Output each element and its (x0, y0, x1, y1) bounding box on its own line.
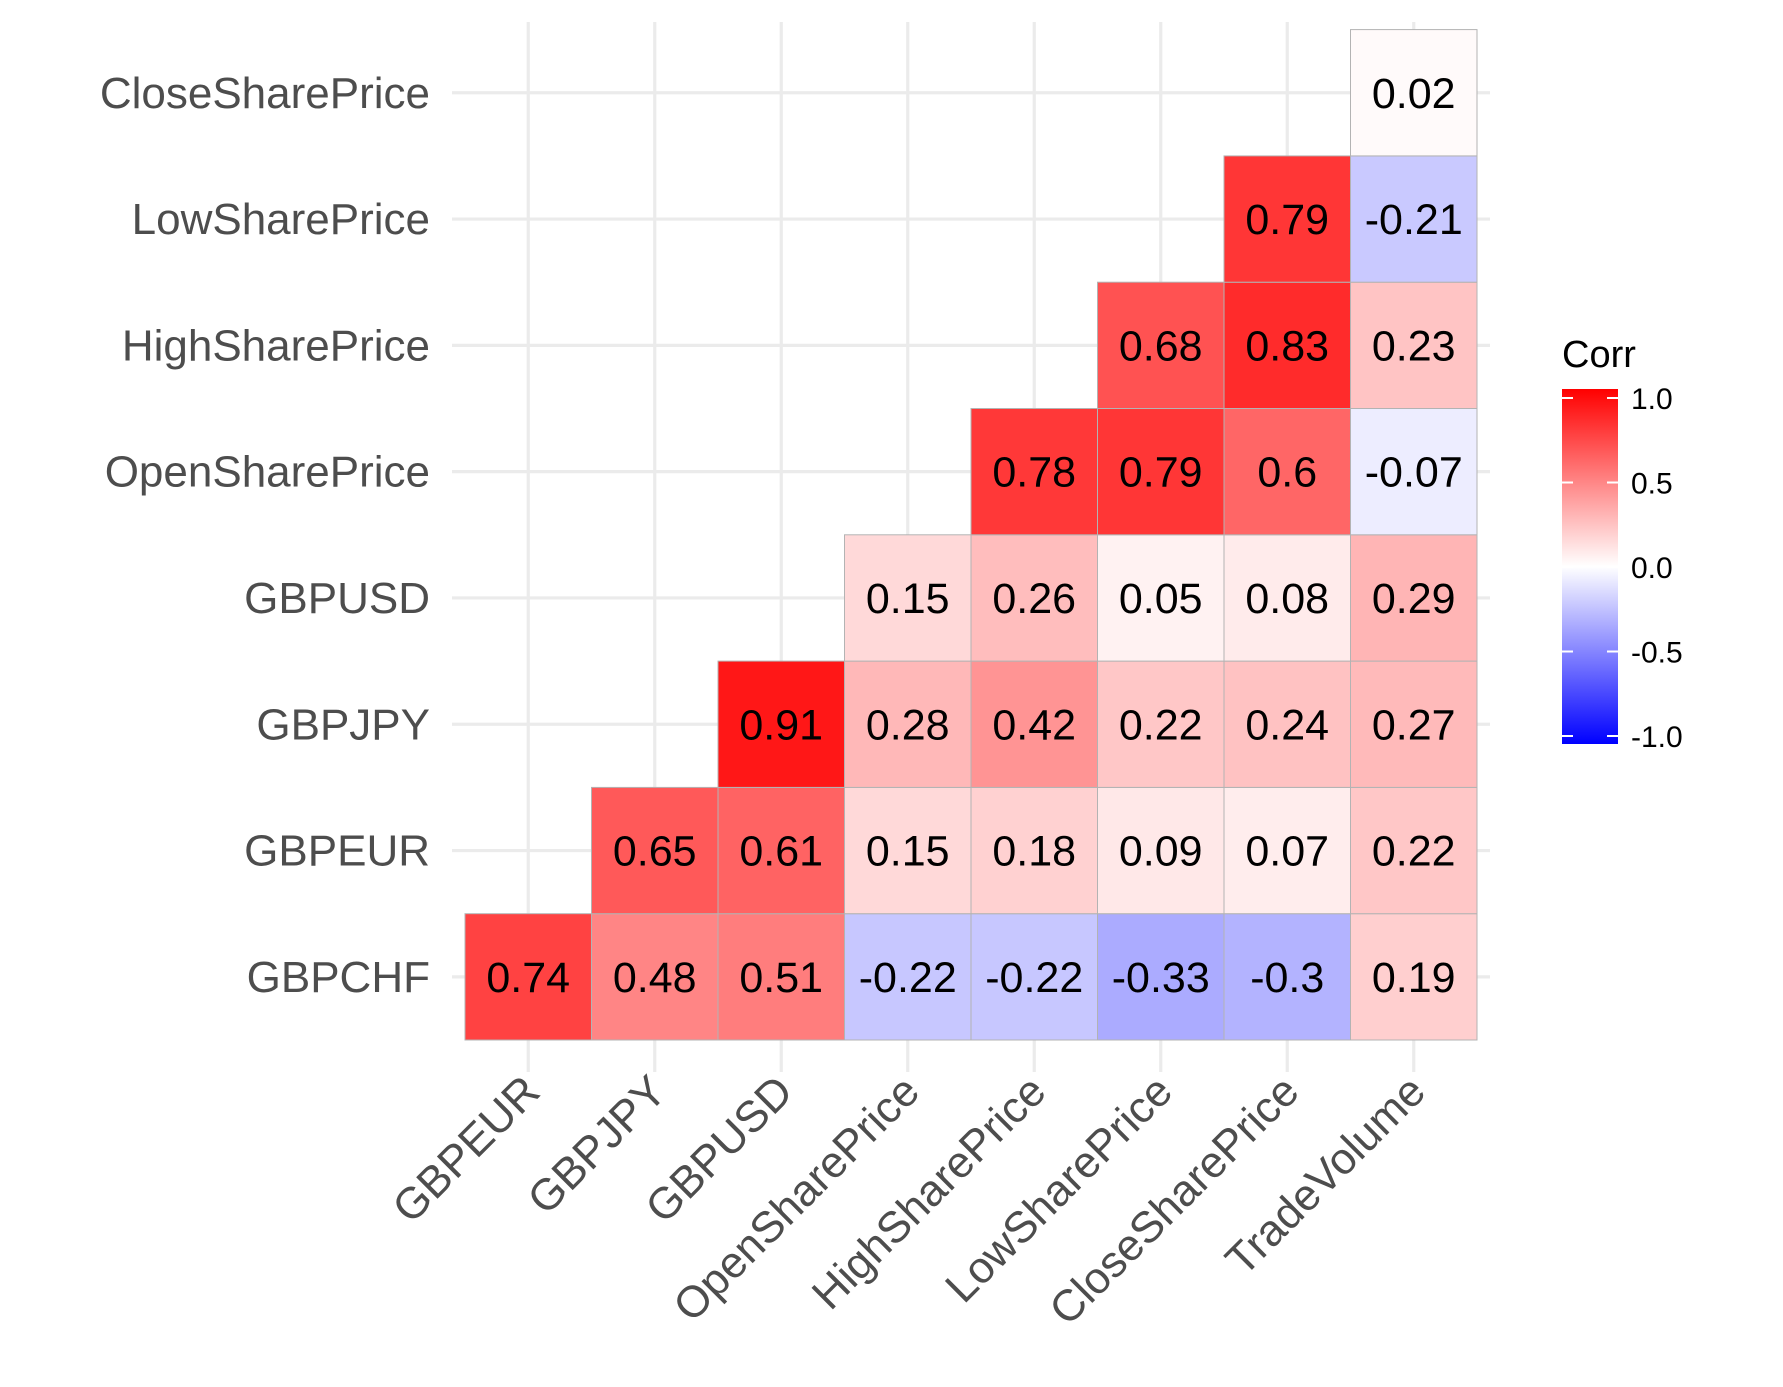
heatmap-cell (591, 913, 719, 1041)
x-tick-label: HighSharePrice (803, 1066, 1056, 1319)
x-axis-tick-labels: GBPEURGBPJPYGBPUSDOpenSharePriceHighShar… (383, 1066, 1435, 1334)
y-tick-label: HighSharePrice (122, 321, 430, 370)
legend-tick-label: -0.5 (1631, 637, 1683, 670)
heatmap-cell (1350, 786, 1478, 915)
heatmap-cell (1223, 660, 1351, 788)
cell-value-label: 0.74 (486, 954, 570, 1002)
cell-value-label: 0.79 (1245, 196, 1329, 244)
cell-value-label: 0.29 (1372, 575, 1456, 623)
cell-value-label: 0.15 (866, 575, 950, 623)
heatmap-cell (591, 786, 719, 915)
cell-value-label: 0.51 (739, 954, 823, 1002)
heatmap-cell (717, 913, 845, 1041)
heatmap-cell (717, 786, 845, 915)
cell-value-label: 0.07 (1245, 828, 1329, 876)
cell-value-label: 0.19 (1372, 954, 1456, 1002)
cell-value-label: 0.28 (866, 701, 950, 749)
x-tick-label: GBPEUR (383, 1066, 549, 1232)
cell-value-label: 0.83 (1245, 322, 1329, 370)
cell-value-label: 0.23 (1372, 322, 1456, 370)
legend-title: Corr (1562, 334, 1636, 376)
heatmap-cell (970, 660, 1098, 788)
heatmap-cell (970, 913, 1098, 1041)
cell-value-label: 0.05 (1119, 575, 1203, 623)
color-legend: Corr 1.0 0.5 0.0 -0.5 -1.0 (1562, 334, 1683, 754)
legend-ticks: 1.0 0.5 0.0 -0.5 -1.0 (1562, 383, 1683, 754)
cell-value-label: -0.22 (985, 954, 1083, 1002)
heatmap-cell (970, 534, 1098, 662)
cell-labels: 0.74 0.48 0.51 -0.22 -0.22 -0.33 -0.3 0.19 0.65 0… (486, 70, 1462, 1002)
cell-value-label: 0.02 (1372, 70, 1456, 118)
heatmap-cell (1350, 913, 1478, 1041)
cell-value-label: 0.09 (1119, 828, 1203, 876)
heatmap-cell (1223, 913, 1351, 1041)
legend-tick-label: -1.0 (1631, 721, 1683, 754)
cell-value-label: 0.22 (1372, 828, 1456, 876)
heatmap-cells (464, 29, 1478, 1041)
heatmap-cell (1097, 913, 1225, 1041)
heatmap-cell (1097, 281, 1225, 410)
heatmap-cell (1223, 786, 1351, 915)
heatmap-cell (464, 913, 592, 1041)
cell-value-label: 0.91 (739, 701, 823, 749)
cell-value-label: -0.21 (1365, 196, 1463, 244)
cell-value-label: -0.33 (1112, 954, 1210, 1002)
cell-value-label: 0.08 (1245, 575, 1329, 623)
heatmap-cell (1350, 660, 1478, 788)
cell-value-label: 0.22 (1119, 701, 1203, 749)
heatmap-cell (1097, 660, 1225, 788)
y-tick-label: GBPJPY (256, 700, 430, 749)
heatmap-cell (844, 786, 972, 915)
legend-tick-label: 0.5 (1631, 468, 1673, 501)
cell-value-label: 0.24 (1245, 701, 1329, 749)
cell-value-label: 0.6 (1257, 449, 1317, 497)
heatmap-cell (1350, 408, 1478, 536)
cell-value-label: 0.79 (1119, 449, 1203, 497)
heatmap-cell (1223, 281, 1351, 410)
y-axis-tick-labels: GBPCHF GBPEUR GBPJPY GBPUSD OpenSharePrice Hi… (100, 69, 430, 1002)
cell-value-label: -0.22 (859, 954, 957, 1002)
cell-value-label: 0.18 (992, 828, 1076, 876)
cell-value-label: 0.26 (992, 575, 1076, 623)
y-tick-label: LowSharePrice (132, 195, 430, 244)
heatmap-cell (1350, 155, 1478, 283)
heatmap-cell (1223, 155, 1351, 283)
cell-value-label: 0.68 (1119, 322, 1203, 370)
y-tick-label: GBPUSD (244, 574, 430, 623)
heatmap-cell (844, 660, 972, 788)
heatmap-cell (717, 660, 845, 788)
y-tick-label: OpenSharePrice (105, 448, 430, 497)
cell-value-label: 0.65 (613, 828, 697, 876)
cell-value-label: 0.78 (992, 449, 1076, 497)
cell-value-label: 0.48 (613, 954, 697, 1002)
legend-tick-label: 0.0 (1631, 552, 1673, 585)
cell-value-label: -0.3 (1250, 954, 1324, 1002)
heatmap-cell (844, 534, 972, 662)
heatmap-cell (1350, 534, 1478, 662)
cell-value-label: 0.27 (1372, 701, 1456, 749)
cell-value-label: 0.61 (739, 828, 823, 876)
legend-tick-label: 1.0 (1631, 383, 1673, 416)
cell-value-label: 0.42 (992, 701, 1076, 749)
cell-value-label: -0.07 (1365, 449, 1463, 497)
heatmap-cell (970, 408, 1098, 536)
heatmap-cell (844, 913, 972, 1041)
y-tick-label: GBPCHF (247, 953, 430, 1002)
heatmap-cell (1097, 408, 1225, 536)
heatmap-cell (970, 786, 1098, 915)
cell-value-label: 0.15 (866, 828, 950, 876)
y-tick-label: CloseSharePrice (100, 69, 430, 118)
x-tick-label: LowSharePrice (936, 1066, 1182, 1312)
heatmap-cell (1350, 29, 1478, 157)
heatmap-cell (1097, 786, 1225, 915)
y-tick-label: GBPEUR (244, 827, 430, 876)
